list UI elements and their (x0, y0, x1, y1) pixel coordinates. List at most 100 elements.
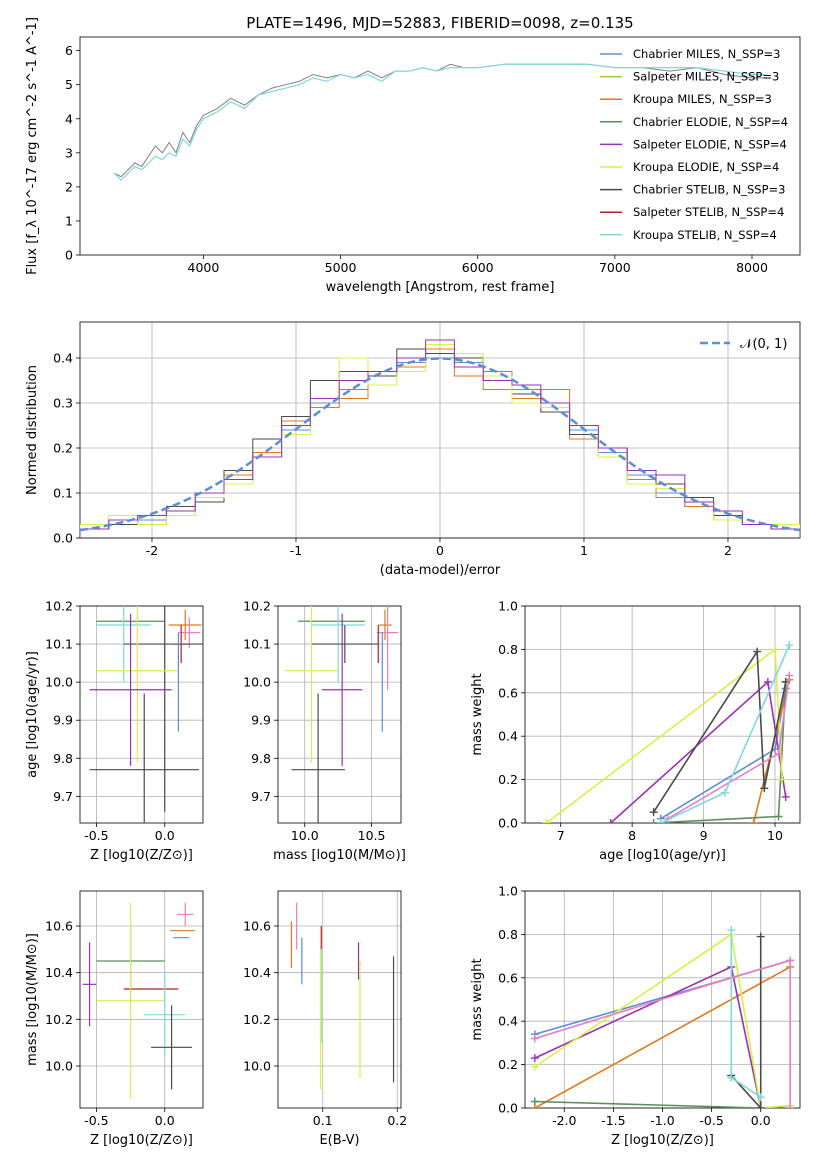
weight-marker (778, 775, 787, 784)
x-axis-label: Z [log10(Z/Z⊙)] (90, 848, 193, 863)
y-tick-label: 10.0 (243, 1059, 271, 1074)
x-tick-label: 0.0 (155, 1113, 175, 1128)
weight-marker (530, 1097, 539, 1106)
x-tick-label: 0.0 (751, 1113, 771, 1128)
axes-frame (277, 605, 402, 824)
y-tick-label: 10.6 (243, 919, 271, 934)
y-tick-label: 0.4 (498, 729, 518, 744)
axes-frame (79, 321, 801, 539)
x-tick-label: 7000 (599, 260, 631, 275)
weight-marker (771, 645, 779, 654)
x-tick-label: -1.5 (601, 1113, 625, 1128)
age-vs-z-panel: -0.5 0.0 9.7 9.8 9.9 10.0 10.1 10.2 Z [log10(Z/Z… (25, 599, 204, 863)
y-tick-label: 0.2 (53, 441, 73, 456)
y-axis-label: Normed distribution (25, 365, 40, 495)
spectrum-panel: 4000 5000 6000 7000 8000 0 1 2 3 4 5 6 wavelength [A… (25, 17, 801, 295)
x-axis-label: wavelength [Angstrom, rest frame] (326, 280, 555, 295)
x-tick-label: 1 (580, 543, 588, 558)
weight-marker (756, 932, 765, 941)
x-tick-label: 0.2 (387, 1113, 407, 1128)
weight-vs-age-panel: 7 8 9 10 0.0 0.2 0.4 0.6 0.8 1.0 age [log10(age/yr… (470, 599, 801, 863)
y-tick-label: 0.0 (498, 816, 518, 831)
x-tick-label: 10 (767, 828, 783, 843)
x-tick-label: 2 (724, 543, 732, 558)
y-tick-label: 0.1 (53, 486, 73, 501)
weight-marker (785, 671, 794, 680)
x-tick-label: 7 (557, 828, 565, 843)
mass-vs-ebv-panel: 0.1 0.2 10.0 10.2 10.4 10.6 E(B-V) (243, 890, 407, 1148)
legend-label: Kroupa MILES, N_SSP=3 (633, 92, 772, 106)
x-tick-label: 8000 (736, 260, 768, 275)
weight-vs-z-panel: -2.0 -1.5 -1.0 -0.5 0.0 0.0 0.2 0.4 0.6 0.8 1.0 Z [… (470, 884, 801, 1148)
plot-area (530, 926, 795, 1108)
y-tick-label: 9.7 (53, 789, 73, 804)
weight-marker (542, 819, 551, 823)
y-tick-label: 10.0 (243, 675, 271, 690)
mass-vs-z-panel: -0.5 0.0 10.0 10.2 10.4 10.6 Z [log10(Z/Z⊙)] ma… (25, 890, 204, 1148)
weight-marker (649, 819, 658, 823)
y-axis-label: mass [log10(M/M⊙)] (25, 933, 40, 1066)
x-tick-label: 9 (700, 828, 708, 843)
weight-line (534, 933, 791, 1108)
y-tick-label: 0.0 (498, 1101, 518, 1116)
y-axis-label: Flux [f_λ 10^-17 erg cm^-2 s^-1 A^-1] (25, 17, 40, 275)
y-tick-label: 2 (65, 179, 73, 194)
axes-frame (277, 890, 402, 1109)
weight-marker (756, 1093, 765, 1102)
weight-marker (656, 819, 665, 823)
weight-marker (727, 926, 736, 935)
weight-marker (785, 641, 794, 650)
plot-area (284, 606, 399, 823)
weight-marker (530, 1034, 539, 1043)
axes-frame (79, 890, 204, 1109)
legend-label: Chabrier ELODIE, N_SSP=4 (633, 115, 788, 129)
y-tick-label: 3 (65, 145, 73, 160)
x-axis-label: Z [log10(Z/Z⊙)] (611, 1133, 714, 1148)
weight-marker (753, 647, 762, 656)
x-tick-label: 4000 (188, 260, 220, 275)
plot-area (82, 902, 195, 1099)
y-axis-label: mass weight (470, 673, 485, 755)
y-tick-label: 9.7 (251, 789, 271, 804)
plot-area (542, 641, 794, 823)
y-tick-label: 10.2 (45, 1012, 73, 1027)
weight-marker (756, 1104, 765, 1108)
y-tick-label: 1.0 (498, 884, 518, 899)
y-tick-label: 0.2 (498, 1057, 518, 1072)
spectrum-line (113, 63, 766, 181)
y-tick-label: 10.0 (45, 675, 73, 690)
y-tick-label: 10.2 (243, 1012, 271, 1027)
x-axis-label: (data-model)/error (380, 563, 501, 578)
x-tick-label: -0.5 (84, 828, 108, 843)
y-tick-label: 10.2 (243, 599, 271, 614)
y-tick-label: 10.0 (45, 1059, 73, 1074)
x-tick-label: -1 (290, 543, 302, 558)
weight-marker (786, 956, 795, 965)
y-tick-label: 0.8 (498, 642, 518, 657)
y-tick-label: 10.4 (45, 965, 73, 980)
plot-area (80, 339, 800, 538)
weight-line (730, 936, 762, 1108)
x-axis-label: age [log10(age/yr)] (599, 848, 726, 863)
legend-label: Kroupa ELODIE, N_SSP=4 (633, 160, 779, 174)
y-tick-label: 0.2 (498, 772, 518, 787)
y-tick-label: 0.6 (498, 685, 518, 700)
weight-marker (781, 792, 790, 801)
plot-area (290, 902, 395, 1090)
y-tick-label: 9.8 (251, 751, 271, 766)
y-tick-label: 10.6 (45, 919, 73, 934)
y-tick-label: 0.4 (498, 1014, 518, 1029)
axes-frame (524, 890, 801, 1109)
weight-marker (649, 808, 658, 817)
y-tick-label: 6 (65, 43, 73, 58)
legend-label: Salpeter ELODIE, N_SSP=4 (633, 137, 787, 151)
weight-marker (760, 784, 769, 793)
weight-marker (606, 819, 615, 823)
x-tick-label: 10.5 (358, 828, 386, 843)
weight-marker (530, 1054, 539, 1063)
histogram-step (80, 339, 800, 538)
x-axis-label: Z [log10(Z/Z⊙)] (90, 1133, 193, 1148)
x-tick-label: -2 (146, 543, 158, 558)
weight-marker (774, 749, 783, 758)
